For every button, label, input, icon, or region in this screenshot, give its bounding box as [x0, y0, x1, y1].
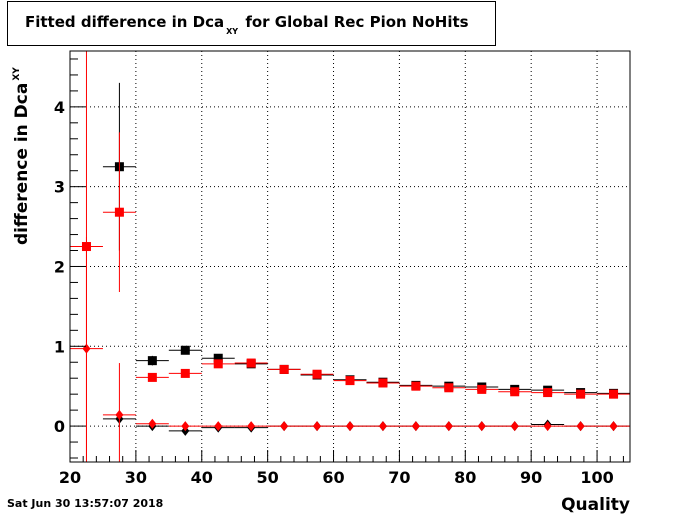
- y-tick-label: 2: [54, 257, 65, 276]
- x-tick-label: 100: [580, 468, 613, 487]
- data-point-diamond: [609, 421, 618, 432]
- data-point-square: [378, 378, 388, 388]
- data-point-square: [180, 345, 190, 355]
- y-tick-label: 3: [54, 178, 65, 197]
- data-series: [70, 236, 630, 462]
- data-point-diamond: [576, 421, 585, 432]
- axes: 20 30 40 50 60 70 80 90 100 0 1 2 3 4: [54, 58, 624, 487]
- data-point-diamond: [543, 421, 552, 432]
- data-point-diamond: [444, 421, 453, 432]
- data-point-diamond: [247, 421, 256, 432]
- title-box: Fitted difference in DcaXY for Global Re…: [7, 1, 496, 46]
- data-point-square: [312, 369, 322, 379]
- x-tick-label: 70: [388, 468, 410, 487]
- x-tick-label: 80: [454, 468, 476, 487]
- y-tick-label: 0: [54, 417, 65, 436]
- data-point-square: [345, 376, 355, 386]
- data-point-square: [543, 388, 553, 398]
- data-point-diamond: [280, 421, 289, 432]
- data-point-square: [180, 368, 190, 378]
- chart-title-main: Fitted difference in Dca: [25, 13, 225, 31]
- x-axis-label: Quality: [561, 495, 630, 514]
- chart-title-sub: XY: [226, 27, 239, 36]
- data-point-square: [444, 383, 454, 393]
- footer-date: Sat Jun 30 13:57:07 2018: [7, 497, 164, 510]
- data-point-square: [477, 384, 487, 394]
- y-axis-label-sub: XY: [12, 67, 22, 81]
- y-tick-label: 4: [54, 98, 65, 117]
- x-tick-label: 20: [59, 468, 81, 487]
- data-point-square: [609, 389, 619, 399]
- data-point-diamond: [148, 418, 157, 429]
- data-point-diamond: [378, 421, 387, 432]
- data-point-square: [213, 353, 223, 363]
- data-point-square: [147, 356, 157, 366]
- data-point-square: [147, 372, 157, 382]
- x-tick-label: 40: [191, 468, 213, 487]
- data-point-diamond: [214, 421, 223, 432]
- y-axis-label: difference in Dca XY: [12, 67, 32, 245]
- data-point-diamond: [411, 421, 420, 432]
- data-point-diamond: [510, 421, 519, 432]
- chart-title: Fitted difference in DcaXY for Global Re…: [25, 13, 469, 36]
- y-tick-label: 1: [54, 337, 65, 356]
- x-tick-label: 90: [520, 468, 542, 487]
- x-tick-label: 50: [257, 468, 279, 487]
- data-point-diamond: [346, 421, 354, 432]
- data-series: [70, 51, 630, 462]
- plot-frame: [69, 50, 631, 463]
- data-point-diamond: [82, 343, 91, 354]
- data-point-square: [510, 387, 520, 397]
- x-tick-label: 60: [322, 468, 344, 487]
- data-point-diamond: [313, 421, 322, 432]
- data-point-diamond: [115, 409, 124, 420]
- grid: [70, 51, 630, 462]
- data-point-square: [114, 207, 124, 217]
- data-series: [102, 82, 630, 398]
- data-point-diamond: [477, 421, 486, 432]
- data-point-square: [246, 358, 256, 368]
- chart-title-rest: for Global Rec Pion NoHits: [245, 13, 469, 31]
- data-point-square: [411, 381, 421, 391]
- y-axis-label-main: difference in Dca: [12, 83, 32, 245]
- x-tick-label: 30: [125, 468, 147, 487]
- data-point-square: [279, 364, 289, 374]
- data-point-diamond: [181, 421, 190, 432]
- data-series: [102, 410, 630, 436]
- data-points: [70, 51, 630, 462]
- data-point-square: [213, 359, 223, 369]
- data-point-square: [576, 389, 586, 399]
